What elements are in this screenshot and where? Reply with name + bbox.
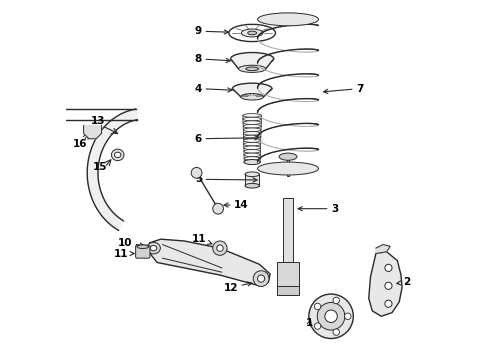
Circle shape — [217, 245, 223, 251]
Bar — [283, 198, 294, 270]
Text: 10: 10 — [118, 238, 144, 248]
Ellipse shape — [241, 94, 264, 100]
Ellipse shape — [239, 65, 266, 72]
Polygon shape — [368, 252, 402, 316]
Text: 2: 2 — [397, 277, 410, 287]
Ellipse shape — [147, 242, 160, 254]
Ellipse shape — [244, 160, 260, 164]
Text: 1: 1 — [306, 319, 313, 328]
Ellipse shape — [246, 67, 258, 71]
Circle shape — [333, 297, 340, 303]
Bar — [277, 262, 299, 288]
Text: 6: 6 — [195, 134, 259, 144]
Polygon shape — [232, 89, 272, 97]
Circle shape — [315, 303, 321, 310]
Ellipse shape — [258, 13, 318, 26]
Ellipse shape — [244, 149, 260, 153]
Ellipse shape — [244, 159, 260, 165]
Ellipse shape — [243, 117, 261, 121]
Ellipse shape — [232, 83, 272, 94]
Circle shape — [253, 271, 269, 287]
Text: 14: 14 — [224, 200, 249, 210]
Text: 7: 7 — [323, 84, 364, 94]
Text: 12: 12 — [223, 282, 252, 293]
Ellipse shape — [243, 125, 261, 128]
Circle shape — [344, 313, 351, 319]
Ellipse shape — [244, 157, 260, 160]
Ellipse shape — [258, 162, 318, 175]
Polygon shape — [87, 109, 137, 230]
Polygon shape — [231, 59, 274, 69]
Ellipse shape — [244, 139, 261, 142]
Ellipse shape — [244, 135, 261, 139]
Circle shape — [315, 323, 321, 329]
Text: 8: 8 — [195, 54, 230, 64]
FancyBboxPatch shape — [136, 245, 150, 258]
Bar — [277, 286, 299, 295]
Circle shape — [333, 329, 340, 336]
Circle shape — [213, 203, 223, 214]
Ellipse shape — [244, 132, 261, 135]
Polygon shape — [376, 244, 390, 253]
Text: 4: 4 — [195, 84, 232, 94]
Text: 3: 3 — [298, 204, 338, 214]
Text: 13: 13 — [91, 116, 105, 126]
Ellipse shape — [247, 31, 257, 35]
Ellipse shape — [115, 152, 121, 158]
Ellipse shape — [244, 153, 260, 157]
Circle shape — [385, 264, 392, 271]
Ellipse shape — [245, 172, 259, 177]
Circle shape — [318, 302, 345, 330]
Circle shape — [385, 282, 392, 289]
Ellipse shape — [244, 146, 261, 149]
Polygon shape — [245, 174, 259, 186]
Ellipse shape — [279, 153, 297, 160]
Ellipse shape — [243, 114, 262, 117]
Text: 5: 5 — [195, 174, 257, 184]
Ellipse shape — [243, 128, 261, 132]
Text: 15: 15 — [93, 162, 107, 172]
Circle shape — [191, 167, 202, 178]
Ellipse shape — [150, 246, 157, 251]
Circle shape — [258, 275, 265, 282]
Ellipse shape — [242, 29, 263, 37]
Circle shape — [325, 310, 337, 323]
Ellipse shape — [137, 245, 148, 248]
Ellipse shape — [231, 53, 274, 65]
Text: 11: 11 — [114, 248, 134, 258]
Text: 9: 9 — [195, 26, 228, 36]
Ellipse shape — [111, 149, 124, 161]
Circle shape — [309, 294, 353, 338]
Ellipse shape — [244, 142, 261, 146]
Polygon shape — [150, 239, 270, 286]
Polygon shape — [84, 126, 101, 139]
Bar — [287, 155, 290, 176]
Text: 11: 11 — [192, 234, 212, 244]
Ellipse shape — [245, 183, 259, 188]
Text: 16: 16 — [73, 139, 87, 149]
Circle shape — [385, 300, 392, 307]
Circle shape — [213, 241, 227, 255]
Ellipse shape — [243, 121, 261, 125]
